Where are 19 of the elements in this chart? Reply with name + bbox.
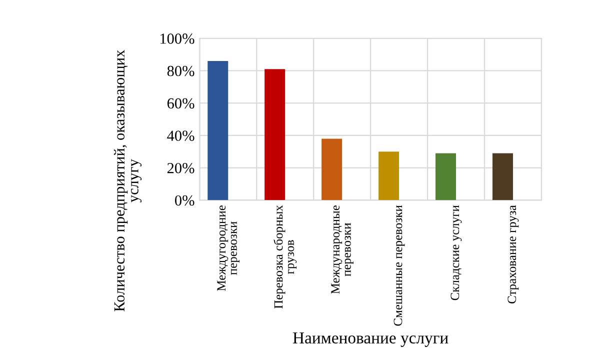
x-tick-label: Страхование груза: [508, 205, 519, 304]
bar: [378, 152, 400, 200]
bar: [264, 69, 286, 200]
bar: [436, 153, 456, 200]
y-tick-label: 80%: [167, 66, 194, 76]
y-axis-title: Количество предприятий, оказывающих услугу: [114, 50, 142, 312]
x-tick-label: Смешанные перевозки: [394, 205, 405, 326]
x-axis-title: Наименование услуги: [292, 332, 448, 347]
y-tick-label: 20%: [167, 162, 194, 174]
bar: [492, 153, 513, 200]
y-tick-label: 100%: [160, 34, 194, 44]
x-tick-label: Перевозка сборных грузов: [274, 205, 297, 309]
x-tick-label: Междугородние перевозки: [217, 205, 240, 291]
y-tick-label: 60%: [167, 98, 194, 109]
y-tick-label: 40%: [167, 130, 194, 141]
y-tick-label: 0%: [175, 195, 194, 206]
x-tick-label: Складские услуги: [450, 205, 462, 300]
bar: [322, 138, 342, 200]
bar: [208, 61, 228, 200]
